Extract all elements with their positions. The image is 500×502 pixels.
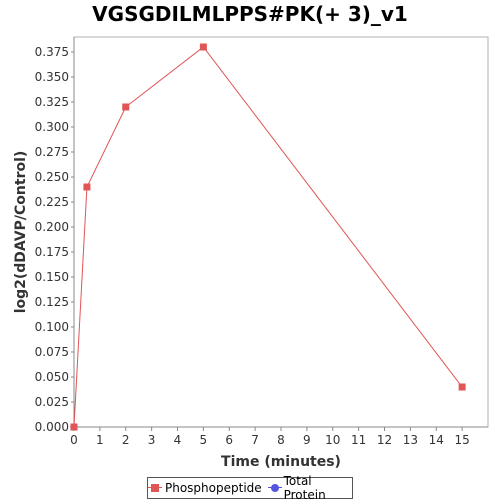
x-tick-label: 4 [174, 433, 182, 447]
x-axis-title: Time (minutes) [221, 454, 341, 470]
data-point [199, 43, 207, 51]
data-point [70, 423, 78, 431]
y-tick-label: 0.100 [35, 320, 69, 334]
x-tick-label: 9 [303, 433, 311, 447]
y-tick-label: 0.175 [35, 245, 69, 259]
data-point [122, 103, 130, 111]
x-tick-label: 10 [325, 433, 340, 447]
y-tick-label: 0.350 [35, 70, 69, 84]
chart-title: VGSGDILMLPPS#PK(+ 3)_v1 [92, 2, 408, 26]
legend-label: Total Protein [283, 474, 326, 502]
y-tick-label: 0.025 [35, 395, 69, 409]
legend-label: Phosphopeptide [165, 481, 262, 495]
legend-item: Phosphopeptide [148, 481, 262, 495]
y-tick-label: 0.050 [35, 370, 69, 384]
x-tick-label: 11 [351, 433, 366, 447]
y-tick-label: 0.375 [35, 45, 69, 59]
y-tick-label: 0.250 [35, 170, 69, 184]
data-point [458, 383, 466, 391]
x-tick-label: 13 [403, 433, 418, 447]
y-tick-label: 0.300 [35, 120, 69, 134]
x-tick-label: 7 [251, 433, 259, 447]
x-tick-label: 6 [225, 433, 233, 447]
x-tick-label: 12 [377, 433, 392, 447]
x-tick-label: 1 [96, 433, 104, 447]
legend-item: Total Protein [267, 474, 352, 502]
y-tick-label: 0.225 [35, 195, 69, 209]
y-tick-label: 0.275 [35, 145, 69, 159]
plot-area [73, 36, 489, 428]
y-tick-label: 0.075 [35, 345, 69, 359]
y-axis-title: log2(dDAVP/Control) [13, 151, 29, 314]
x-tick-label: 2 [122, 433, 130, 447]
x-tick-label: 15 [454, 433, 469, 447]
x-tick-label: 8 [277, 433, 285, 447]
y-tick-label: 0.125 [35, 295, 69, 309]
x-tick-label: 3 [148, 433, 156, 447]
x-tick-label: 14 [429, 433, 444, 447]
legend: Phosphopeptide Total Protein [147, 474, 353, 502]
y-tick-label: 0.000 [35, 420, 69, 434]
y-tick-label: 0.150 [35, 270, 69, 284]
x-tick-label: 5 [200, 433, 208, 447]
data-point [83, 183, 91, 191]
x-tick-label: 0 [70, 433, 78, 447]
legend-swatch [267, 483, 282, 493]
y-tick-label: 0.200 [35, 220, 69, 234]
y-tick-label: 0.325 [35, 95, 69, 109]
legend-swatch [148, 483, 162, 493]
